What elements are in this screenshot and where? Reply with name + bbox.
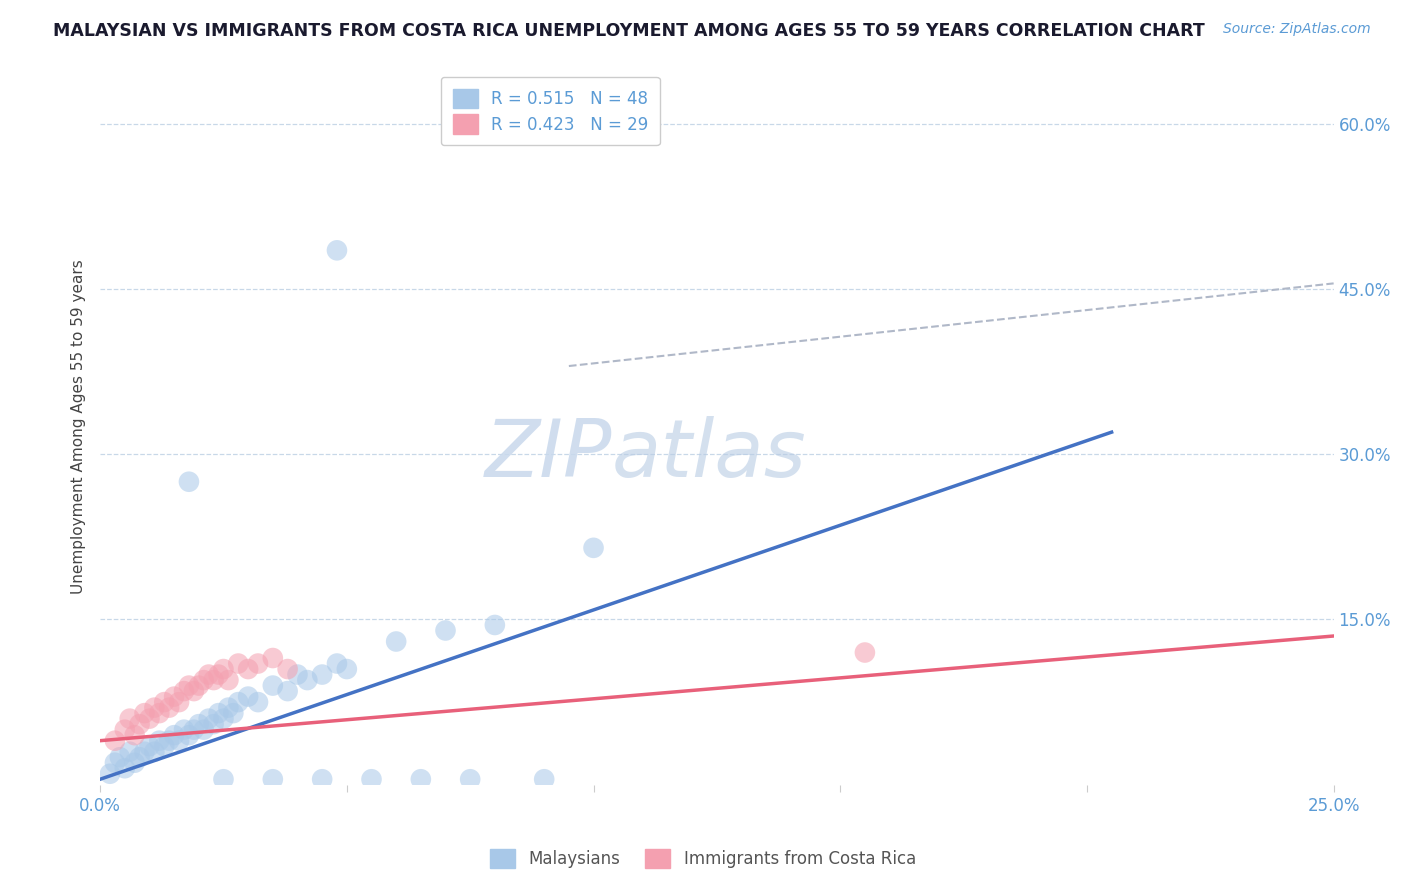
Point (262, 772, 284, 787)
Point (212, 662, 235, 676)
Point (277, 662, 299, 676)
Point (236, 690, 259, 704)
Point (157, 733, 180, 747)
Point (222, 706, 245, 720)
Point (311, 772, 333, 787)
Text: Source: ZipAtlas.com: Source: ZipAtlas.com (1223, 22, 1371, 37)
Point (217, 673, 239, 687)
Point (853, 646, 876, 660)
Point (360, 772, 382, 787)
Point (118, 745, 141, 759)
Point (326, 657, 349, 671)
Point (134, 745, 156, 759)
Point (108, 750, 131, 764)
Point (409, 772, 432, 787)
Point (124, 728, 146, 742)
Point (277, 684, 299, 698)
Point (247, 657, 270, 671)
Point (163, 728, 186, 742)
Point (143, 745, 166, 759)
Point (484, 618, 506, 632)
Y-axis label: Unemployment Among Ages 55 to 59 years: Unemployment Among Ages 55 to 59 years (72, 260, 86, 594)
Point (143, 700, 166, 714)
Point (128, 750, 150, 764)
Point (212, 712, 235, 726)
Point (153, 695, 176, 709)
Point (173, 723, 195, 737)
Point (385, 634, 408, 648)
Point (202, 673, 225, 687)
Point (311, 667, 333, 681)
Point (153, 739, 176, 754)
Point (262, 651, 284, 665)
Point (134, 706, 156, 720)
Point (197, 667, 219, 681)
Point (177, 728, 200, 742)
Point (138, 712, 160, 726)
Point (138, 739, 160, 754)
Text: ZIP: ZIP (485, 417, 612, 494)
Point (202, 717, 225, 731)
Point (336, 662, 359, 676)
Point (187, 717, 209, 731)
Legend: Malaysians, Immigrants from Costa Rica: Malaysians, Immigrants from Costa Rica (484, 842, 922, 875)
Point (533, 772, 555, 787)
Point (226, 657, 249, 671)
Point (247, 695, 270, 709)
Point (104, 733, 127, 747)
Point (148, 733, 170, 747)
Point (207, 706, 229, 720)
Point (226, 695, 249, 709)
Point (183, 684, 205, 698)
Point (167, 733, 190, 747)
Point (148, 706, 170, 720)
Point (173, 684, 195, 698)
Point (434, 624, 457, 638)
Point (212, 772, 235, 787)
Point (287, 667, 309, 681)
Point (187, 679, 209, 693)
Point (326, 244, 349, 258)
Point (98, 766, 121, 780)
Point (118, 712, 141, 726)
Legend: R = 0.515   N = 48, R = 0.423   N = 29: R = 0.515 N = 48, R = 0.423 N = 29 (441, 77, 659, 145)
Point (167, 695, 190, 709)
Point (177, 679, 200, 693)
Point (163, 690, 186, 704)
Point (458, 772, 481, 787)
Text: atlas: atlas (612, 417, 807, 494)
Point (197, 712, 219, 726)
Point (114, 761, 136, 775)
Point (104, 756, 127, 770)
Point (262, 679, 284, 693)
Point (177, 475, 200, 489)
Point (207, 667, 229, 681)
Point (193, 723, 215, 737)
Point (183, 723, 205, 737)
Point (297, 673, 319, 687)
Point (582, 541, 605, 555)
Text: MALAYSIAN VS IMMIGRANTS FROM COSTA RICA UNEMPLOYMENT AMONG AGES 55 TO 59 YEARS C: MALAYSIAN VS IMMIGRANTS FROM COSTA RICA … (53, 22, 1205, 40)
Point (124, 756, 146, 770)
Point (217, 700, 239, 714)
Point (236, 662, 259, 676)
Point (128, 717, 150, 731)
Point (157, 700, 180, 714)
Point (193, 673, 215, 687)
Point (114, 723, 136, 737)
